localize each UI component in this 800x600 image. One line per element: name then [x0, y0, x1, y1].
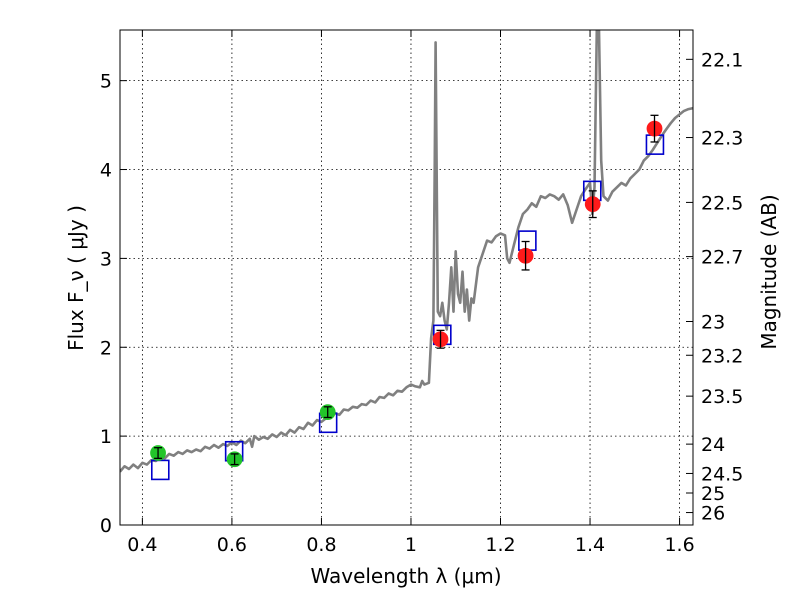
y-tick-label-5: 5 — [100, 71, 112, 93]
x-tick-label-6: 1.6 — [664, 534, 694, 556]
x-tick-label-1: 0.6 — [217, 534, 247, 556]
observed-points-layer — [150, 114, 663, 468]
tick-layer: 0.4 0.6 0.8 1 1.2 1.4 1.601234522.122.322.522.… — [100, 30, 743, 556]
x-tick-label-3: 1 — [405, 534, 417, 556]
mag-tick-label-8: 24.5 — [701, 463, 743, 485]
mag-tick-label-10: 26 — [701, 503, 725, 525]
mag-tick-label-7: 24 — [701, 434, 725, 456]
y-tick-label-1: 1 — [100, 426, 112, 448]
y-tick-label-4: 4 — [100, 160, 112, 182]
mag-tick-label-3: 22.7 — [701, 247, 743, 269]
model-square-0 — [150, 459, 170, 481]
mag-tick-label-5: 23.2 — [701, 345, 743, 367]
y-tick-label-3: 3 — [100, 248, 112, 270]
x-tick-label-0: 0.4 — [127, 534, 157, 556]
grid — [120, 30, 693, 526]
spectrum-layer — [120, 30, 693, 473]
x-tick-label-5: 1.4 — [575, 534, 605, 556]
x-tick-label-2: 0.8 — [306, 534, 336, 556]
mag-tick-label-6: 23.5 — [701, 386, 743, 408]
spectrum-line — [120, 30, 693, 473]
mag-tick-label-4: 23 — [701, 311, 725, 333]
plot-frame — [119, 29, 694, 526]
model-square-4 — [518, 230, 537, 251]
mag-tick-label-9: 25 — [701, 483, 725, 505]
mag-tick-label-0: 22.1 — [701, 49, 743, 71]
y-tick-label-2: 2 — [100, 337, 112, 359]
x-tick-label-4: 1.2 — [485, 534, 515, 556]
y-axis-label: Flux F_ν ( μJy ) — [64, 205, 88, 351]
x-axis-label: Wavelength λ (μm) — [310, 564, 501, 588]
mag-tick-label-1: 22.3 — [701, 128, 743, 150]
mag-tick-label-2: 22.5 — [701, 192, 743, 214]
y2-axis-label: Magnitude (AB) — [757, 194, 781, 349]
y-tick-label-0: 0 — [100, 515, 112, 537]
